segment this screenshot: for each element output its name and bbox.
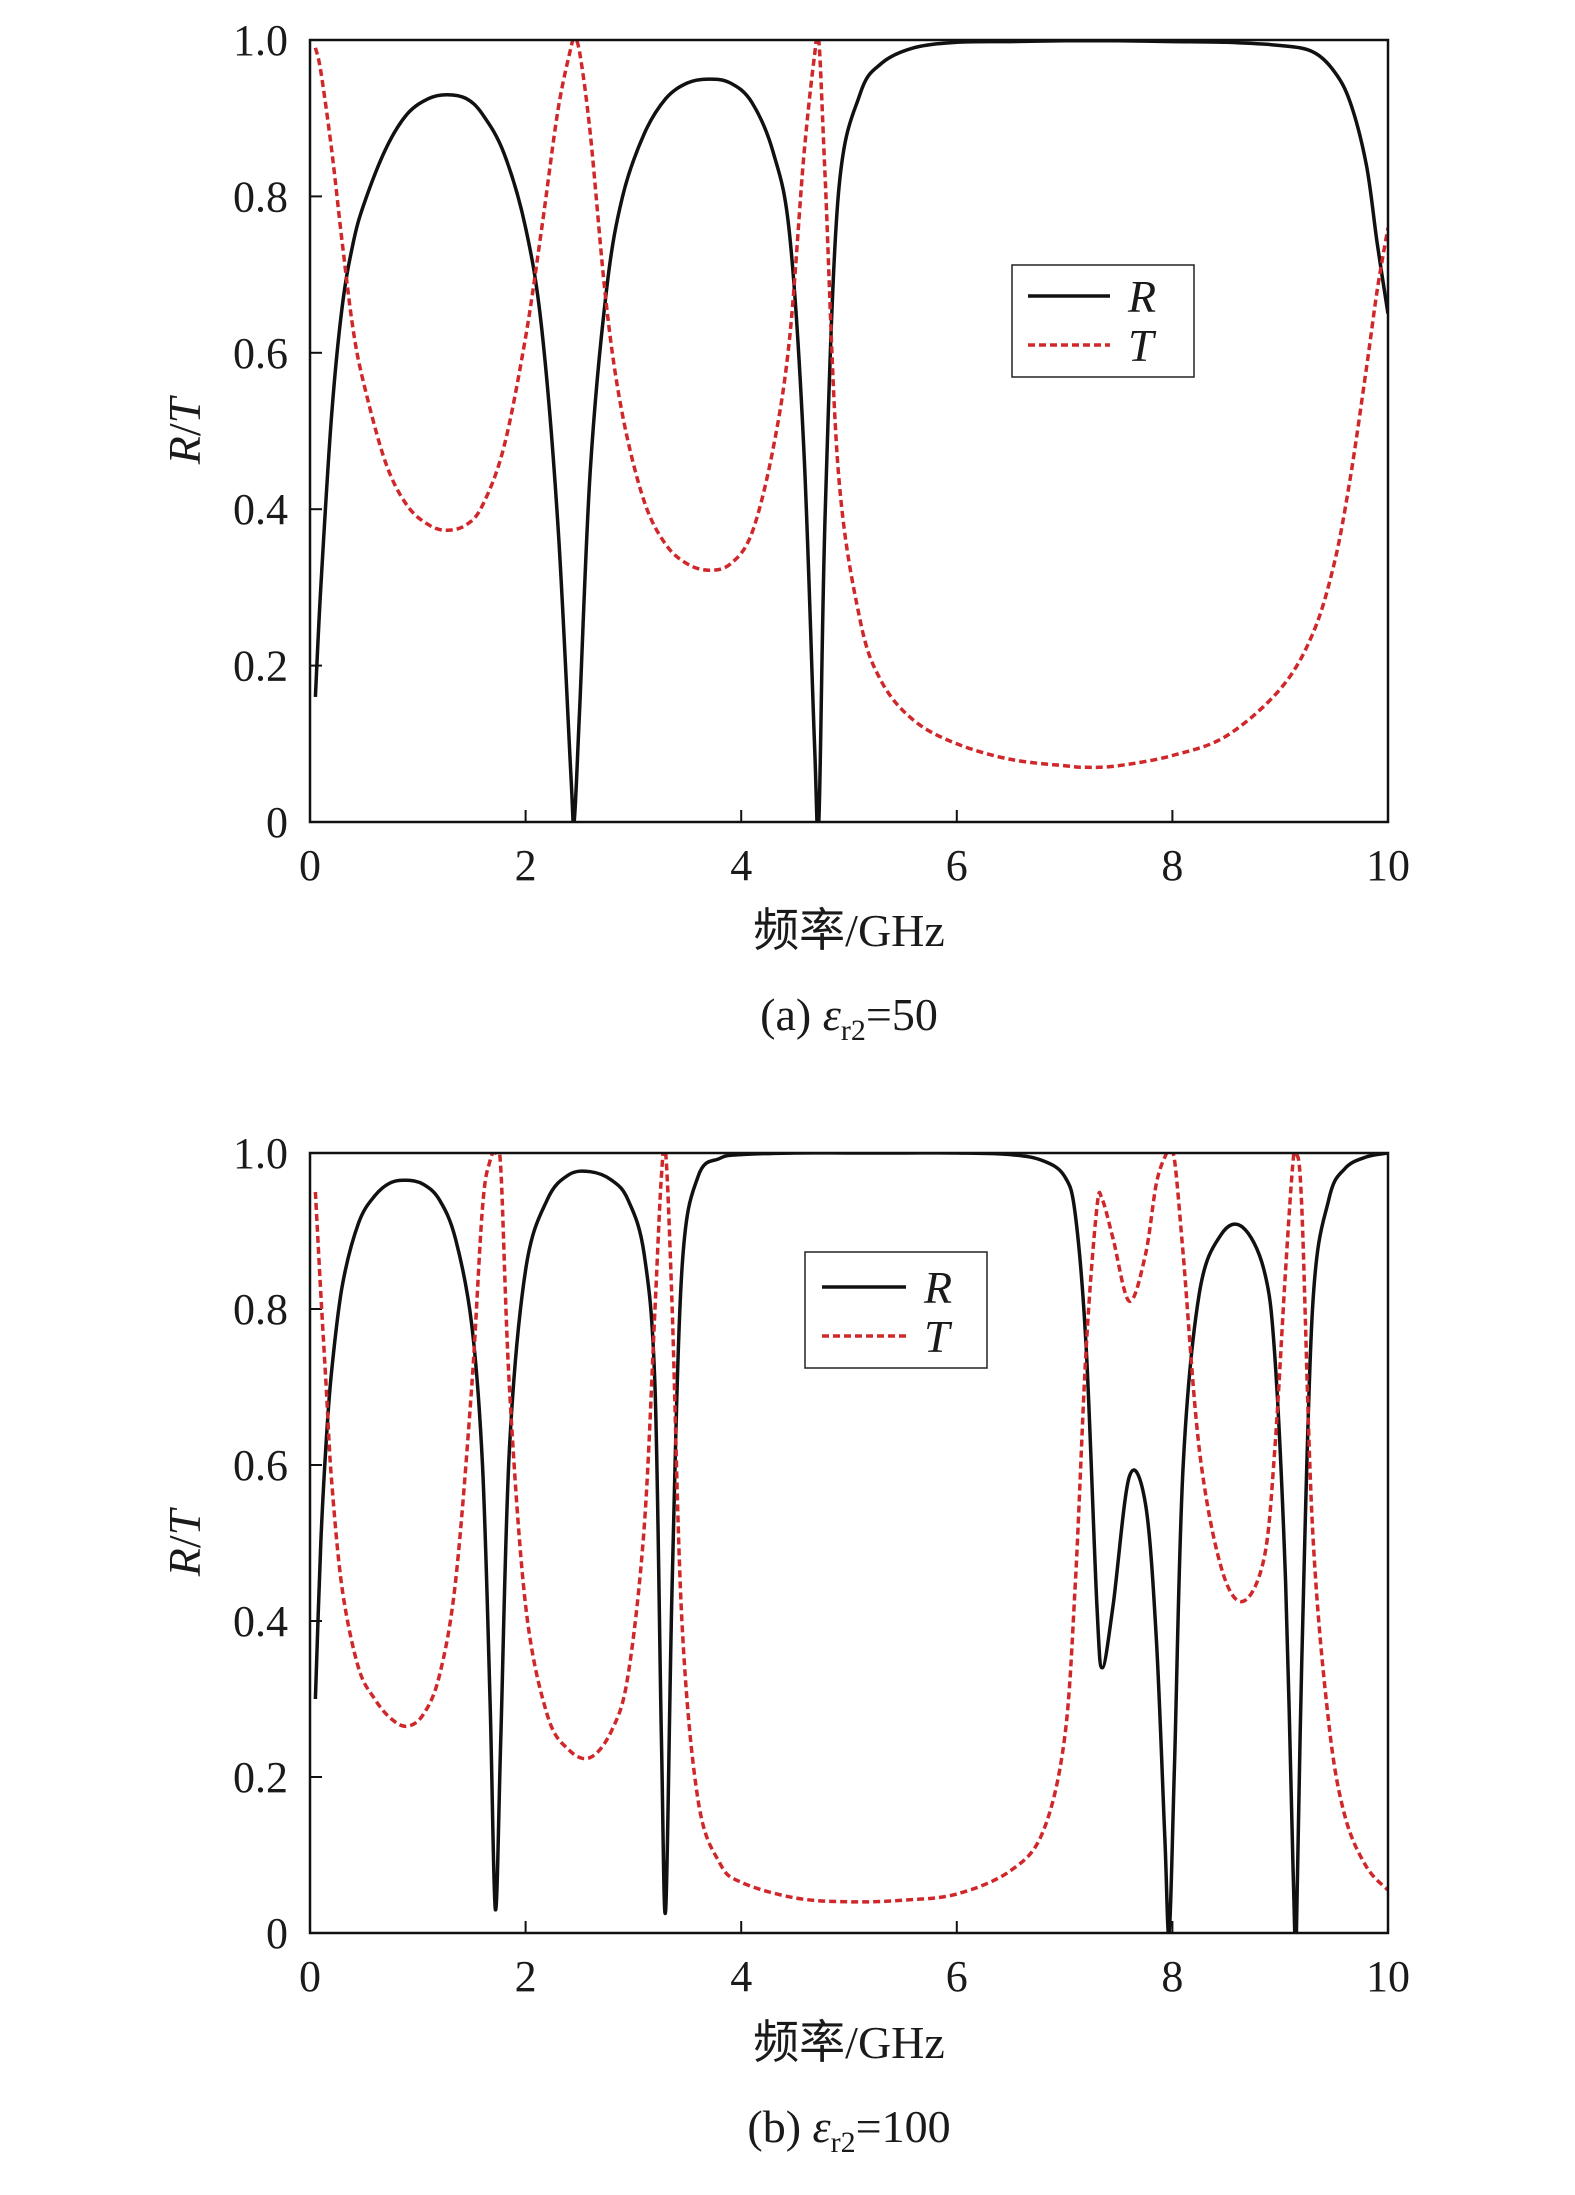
y-tick-label-a-5: 1.0	[233, 16, 288, 65]
legend-b: R T	[804, 1251, 988, 1369]
caption-subscript: r2	[841, 1014, 866, 1047]
y-tick-label-a-1: 0.2	[233, 642, 288, 691]
y-tick-label-b-0: 0	[266, 1909, 288, 1958]
legend-box-a	[1011, 264, 1195, 378]
y-tick-label-b-3: 0.6	[233, 1441, 288, 1490]
plot-frame-b	[308, 1151, 1390, 1935]
x-tick-label-a-0: 0	[299, 841, 321, 890]
legend-label-r-a: R	[1127, 271, 1156, 322]
caption-suffix: =50	[866, 989, 938, 1040]
x-tick-label-b-1: 2	[515, 1952, 537, 2001]
y-tick-label-b-5: 1.0	[233, 1129, 288, 1178]
x-axis-label-b: 频率/GHz	[753, 2017, 945, 2068]
caption-suffix: =100	[856, 2101, 951, 2152]
caption-b: (b) εr2=100	[747, 2101, 950, 2159]
legend-label-t-b: T	[924, 1311, 953, 1362]
series-t-line-a	[313, 40, 1388, 770]
tick-labels-a: 0 2 4 6 8 10 0 0.2 0.4 0.6 0.8 1.0	[233, 16, 1410, 890]
caption-prefix: (b)	[747, 2101, 812, 2152]
ylabel-first: R	[159, 436, 210, 465]
x-tick-label-b-5: 10	[1366, 1952, 1410, 2001]
legend-a: R T	[1011, 264, 1195, 378]
ylabel-sep: /	[159, 423, 210, 436]
series-t-line-b	[313, 1153, 1388, 1904]
y-tick-label-a-0: 0	[266, 798, 288, 847]
y-tick-label-a-3: 0.6	[233, 329, 288, 378]
caption-prefix: (a)	[760, 989, 823, 1040]
tick-labels-b: 0 2 4 6 8 10 0 0.2 0.4 0.6 0.8 1.0	[233, 1129, 1410, 2001]
x-tick-label-b-2: 4	[730, 1952, 752, 2001]
caption-subscript: r2	[831, 2126, 856, 2159]
y-axis-label-a: R/T	[159, 394, 210, 465]
y-axis-label-b: R/T	[159, 1506, 210, 1577]
x-tick-label-a-3: 6	[946, 841, 968, 890]
y-tick-label-b-2: 0.4	[233, 1597, 288, 1646]
axis-ticks-a	[309, 39, 1389, 823]
y-tick-label-a-4: 0.8	[233, 172, 288, 221]
ylabel-second: T	[159, 394, 210, 423]
caption-symbol: ε	[823, 989, 842, 1040]
plot-frame-a	[308, 38, 1390, 824]
x-axis-label-a: 频率/GHz	[753, 905, 945, 956]
legend-box-b	[804, 1251, 988, 1369]
caption-a: (a) εr2=50	[760, 989, 938, 1047]
series-layer-a	[313, 40, 1388, 822]
legend-label-t-a: T	[1128, 320, 1157, 371]
x-tick-label-b-0: 0	[299, 1952, 321, 2001]
ylabel-sep: /	[159, 1535, 210, 1548]
ylabel-first: R	[159, 1548, 210, 1577]
x-tick-label-b-3: 6	[946, 1952, 968, 2001]
y-tick-label-a-2: 0.4	[233, 485, 288, 534]
series-r-line-a	[313, 40, 1388, 822]
caption-symbol: ε	[813, 2101, 832, 2152]
y-tick-label-b-1: 0.2	[233, 1753, 288, 1802]
x-tick-label-a-1: 2	[515, 841, 537, 890]
x-tick-label-a-4: 8	[1161, 841, 1183, 890]
x-tick-label-b-4: 8	[1161, 1952, 1183, 2001]
x-tick-label-a-2: 4	[730, 841, 752, 890]
legend-label-r-b: R	[923, 1262, 952, 1313]
ylabel-second: T	[159, 1506, 210, 1535]
y-tick-label-b-4: 0.8	[233, 1285, 288, 1334]
x-tick-label-a-5: 10	[1366, 841, 1410, 890]
